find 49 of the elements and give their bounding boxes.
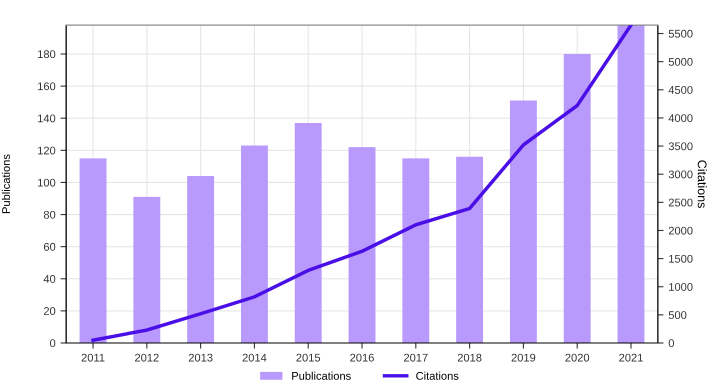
y-tick-label: 60	[44, 242, 56, 251]
y2-tick-label: 3500	[668, 142, 693, 150]
bar	[348, 147, 376, 343]
y2-tick-label: 1500	[669, 254, 693, 263]
bar	[510, 100, 537, 343]
bar	[402, 158, 430, 343]
x-tick-label: 2016	[350, 354, 374, 362]
y2-tick-label: 1000	[669, 283, 693, 291]
bar	[240, 146, 268, 343]
legend-label: Publications	[292, 372, 351, 380]
x-tick-label: 2018	[458, 354, 482, 362]
x-tick-label: 2020	[565, 354, 590, 362]
bar	[564, 54, 591, 343]
x-tick-label: 2015	[296, 354, 320, 362]
x-tick-label: 2021	[619, 354, 643, 362]
y-tick-label: 80	[44, 210, 56, 219]
y2-tick-label: 2000	[668, 226, 693, 235]
y2-tick-label: 4500	[668, 86, 693, 94]
x-tick-label: 2019	[512, 354, 536, 362]
y2-tick-label: 500	[668, 311, 686, 319]
y-tick-label: 20	[44, 307, 56, 316]
y-tick-label: 0	[50, 339, 56, 348]
bar	[618, 25, 644, 343]
y2-axis-title: Citations	[698, 160, 707, 208]
bar	[456, 156, 484, 343]
y-tick-label: 100	[38, 178, 56, 187]
x-tick-label: 2012	[135, 354, 159, 362]
legend-label: Citations	[416, 372, 458, 380]
x-tick-label: 2013	[188, 354, 213, 362]
y2-tick-label: 5000	[668, 58, 693, 66]
y-tick-label: 160	[38, 82, 56, 90]
y2-tick-label: 2500	[668, 198, 693, 206]
bar	[80, 158, 106, 343]
x-tick-label: 2011	[82, 354, 104, 362]
x-tick-label: 2017	[404, 354, 428, 362]
y2-tick-label: 3000	[668, 170, 693, 178]
y2-tick-label: 5500	[668, 30, 693, 38]
y2-tick-label: 0	[668, 339, 674, 348]
bar	[133, 196, 160, 343]
x-tick-label: 2014	[242, 354, 266, 362]
line-series	[91, 25, 633, 342]
y2-tick-label: 4000	[668, 114, 693, 122]
y-tick-label: 140	[38, 114, 56, 122]
bar	[187, 176, 214, 343]
y-tick-label: 40	[44, 275, 56, 283]
bar	[294, 123, 322, 343]
y-tick-label: 120	[38, 146, 56, 154]
y-axis-title: Publications	[2, 154, 10, 214]
y-tick-label: 180	[38, 50, 56, 58]
